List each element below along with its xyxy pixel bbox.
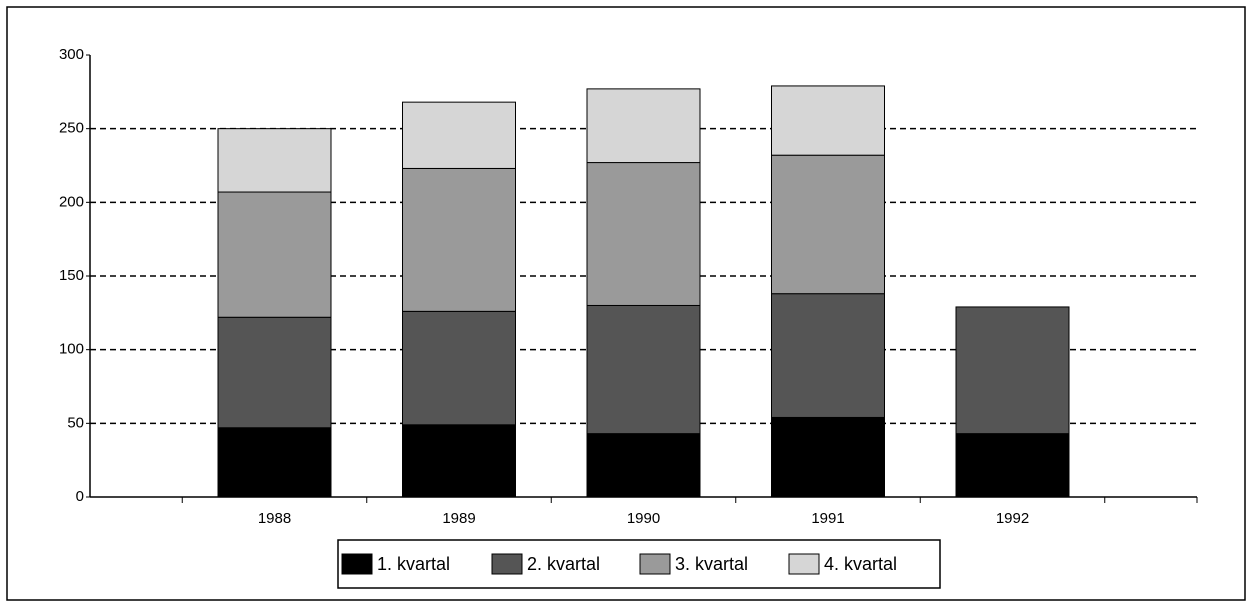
y-tick-label: 200 xyxy=(59,193,84,210)
bar-segment xyxy=(217,316,332,429)
bar-segment xyxy=(586,433,701,498)
x-tick-label: 1988 xyxy=(258,510,291,527)
bar-segment xyxy=(402,167,516,312)
bar-segment xyxy=(402,310,516,426)
legend-swatch xyxy=(639,553,671,575)
bar-segment xyxy=(217,191,332,318)
x-tick-label: 1989 xyxy=(442,510,475,527)
legend-box xyxy=(337,539,941,589)
legend-swatch xyxy=(788,553,820,575)
bar-segment xyxy=(402,424,516,498)
legend-swatch xyxy=(341,553,373,575)
y-tick-label: 100 xyxy=(59,341,84,358)
bar-segment xyxy=(771,293,885,418)
bar-segment xyxy=(217,427,332,498)
y-tick-label: 300 xyxy=(59,46,84,63)
legend-label: 3. kvartal xyxy=(675,554,748,574)
frame xyxy=(6,6,1246,601)
bar-segment xyxy=(586,162,701,306)
legend-label: 4. kvartal xyxy=(824,554,897,574)
y-tick-label: 50 xyxy=(67,414,84,431)
bar-segment xyxy=(586,88,701,164)
legend-label: 2. kvartal xyxy=(527,554,600,574)
y-tick-label: 150 xyxy=(59,267,84,284)
bar-segment xyxy=(402,101,516,169)
bar-segment xyxy=(217,128,332,193)
bar-segment xyxy=(771,85,885,156)
bar-segment xyxy=(771,416,885,498)
legend-label: 1. kvartal xyxy=(377,554,450,574)
bar-segment xyxy=(955,433,1070,498)
bar-segment xyxy=(955,306,1070,435)
x-tick-label: 1991 xyxy=(811,510,844,527)
y-tick-label: 250 xyxy=(59,120,84,137)
y-tick-label: 0 xyxy=(76,488,84,505)
bar-segment xyxy=(586,304,701,435)
x-tick-label: 1990 xyxy=(627,510,660,527)
x-tick-label: 1992 xyxy=(996,510,1029,527)
bar-segment xyxy=(771,154,885,295)
legend-swatch xyxy=(491,553,523,575)
